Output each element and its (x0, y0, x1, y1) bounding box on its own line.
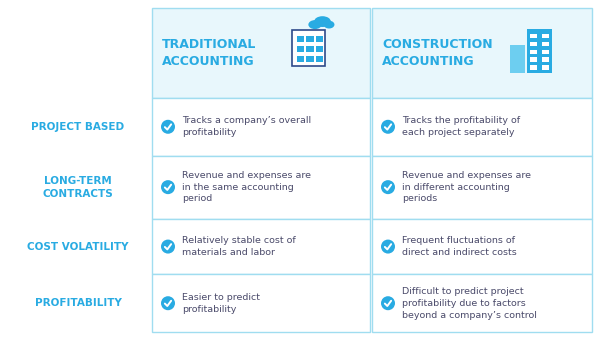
Text: PROJECT BASED: PROJECT BASED (31, 122, 125, 132)
Text: Tracks a company’s overall
profitability: Tracks a company’s overall profitability (182, 116, 311, 137)
Text: Relatively stable cost of
materials and labor: Relatively stable cost of materials and … (182, 236, 296, 257)
FancyBboxPatch shape (297, 36, 304, 42)
FancyBboxPatch shape (540, 29, 553, 42)
FancyBboxPatch shape (372, 8, 592, 98)
FancyBboxPatch shape (530, 34, 537, 38)
FancyBboxPatch shape (152, 274, 370, 332)
FancyBboxPatch shape (530, 65, 537, 70)
Text: Revenue and expenses are
in the same accounting
period: Revenue and expenses are in the same acc… (182, 171, 311, 203)
FancyBboxPatch shape (297, 56, 304, 62)
Text: Tracks the profitability of
each project separately: Tracks the profitability of each project… (402, 116, 520, 137)
FancyBboxPatch shape (307, 46, 314, 52)
Circle shape (381, 240, 395, 254)
Text: Difficult to predict project
profitability due to factors
beyond a company’s con: Difficult to predict project profitabili… (402, 287, 537, 320)
FancyBboxPatch shape (372, 98, 592, 156)
FancyBboxPatch shape (530, 57, 537, 62)
FancyBboxPatch shape (316, 46, 323, 52)
Text: CONSTRUCTION
ACCOUNTING: CONSTRUCTION ACCOUNTING (382, 38, 493, 68)
Circle shape (381, 180, 395, 194)
FancyBboxPatch shape (530, 42, 537, 46)
FancyBboxPatch shape (152, 156, 370, 219)
FancyBboxPatch shape (372, 274, 592, 332)
Circle shape (161, 180, 175, 194)
Text: Easier to predict
profitability: Easier to predict profitability (182, 293, 260, 313)
Ellipse shape (308, 20, 322, 29)
FancyBboxPatch shape (510, 46, 525, 73)
FancyBboxPatch shape (542, 57, 548, 62)
Circle shape (381, 296, 395, 310)
FancyBboxPatch shape (542, 42, 548, 46)
Circle shape (161, 240, 175, 254)
FancyBboxPatch shape (372, 156, 592, 219)
FancyBboxPatch shape (152, 8, 370, 98)
FancyBboxPatch shape (542, 50, 548, 54)
FancyBboxPatch shape (542, 34, 548, 38)
FancyBboxPatch shape (307, 56, 314, 62)
Ellipse shape (314, 16, 331, 27)
FancyBboxPatch shape (297, 46, 304, 52)
Text: PROFITABILITY: PROFITABILITY (35, 298, 121, 308)
FancyBboxPatch shape (542, 65, 548, 70)
FancyBboxPatch shape (316, 36, 323, 42)
FancyBboxPatch shape (530, 50, 537, 54)
Text: LONG-TERM
CONTRACTS: LONG-TERM CONTRACTS (43, 176, 113, 199)
FancyBboxPatch shape (152, 219, 370, 274)
FancyBboxPatch shape (307, 36, 314, 42)
FancyBboxPatch shape (292, 30, 325, 66)
Circle shape (161, 120, 175, 134)
FancyBboxPatch shape (372, 219, 592, 274)
Circle shape (161, 296, 175, 310)
FancyBboxPatch shape (316, 56, 323, 62)
FancyBboxPatch shape (152, 98, 370, 156)
FancyBboxPatch shape (527, 29, 553, 73)
Circle shape (381, 120, 395, 134)
Text: Frequent fluctuations of
direct and indirect costs: Frequent fluctuations of direct and indi… (402, 236, 517, 257)
Text: COST VOLATILITY: COST VOLATILITY (27, 242, 129, 252)
Text: Revenue and expenses are
in different accounting
periods: Revenue and expenses are in different ac… (402, 171, 531, 203)
Ellipse shape (323, 21, 334, 29)
Text: TRADITIONAL
ACCOUNTING: TRADITIONAL ACCOUNTING (162, 38, 256, 68)
